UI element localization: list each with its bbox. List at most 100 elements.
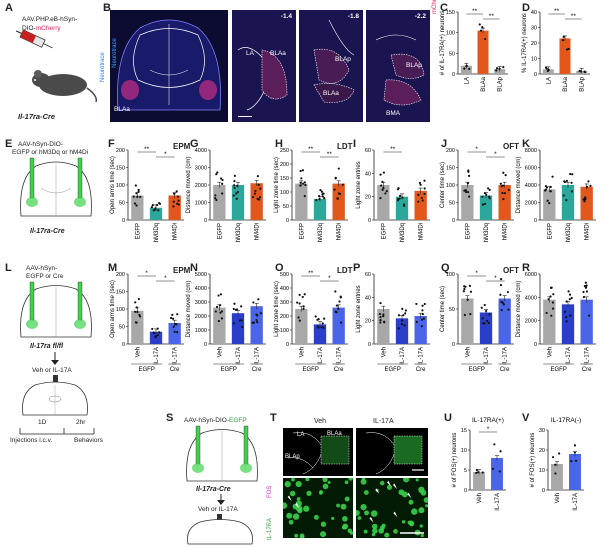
data-point [256, 321, 259, 324]
y-tick-label: 100 [116, 183, 125, 189]
data-point [220, 317, 223, 320]
data-point [463, 313, 466, 317]
data-point [502, 171, 505, 174]
arrowhead-icon [287, 495, 292, 501]
data-point [468, 67, 471, 70]
y-axis-label: % IL-17RA(+) neurons [522, 13, 528, 73]
data-point [322, 326, 325, 329]
region-label: BLAa [327, 431, 342, 437]
data-point [464, 190, 468, 194]
data-point [482, 322, 485, 325]
data-point [478, 23, 481, 26]
data-point [464, 189, 468, 192]
cell-signal [344, 496, 350, 502]
y-axis-label: Open arms time (sec) [110, 280, 116, 338]
data-point [485, 319, 489, 323]
data-point [546, 199, 549, 202]
y-tick-label: 0 [452, 342, 455, 348]
data-point [551, 456, 555, 459]
sig-label: ** [308, 270, 314, 277]
data-point [585, 290, 589, 293]
data-point [172, 325, 175, 328]
sig-label: * [494, 151, 497, 158]
header-ldt-2: LDT [337, 266, 353, 275]
timeline-behaviors: Behaviors [74, 437, 103, 444]
data-point [475, 468, 479, 472]
data-point [382, 171, 386, 174]
y-tick-label: 4000 [525, 183, 537, 189]
data-point [499, 450, 502, 453]
group-label: EGFP [220, 367, 236, 373]
panel-letter-a: A [5, 2, 13, 14]
data-point [300, 177, 303, 180]
region-label: LA [297, 432, 305, 438]
data-point [298, 319, 301, 322]
x-tick-label: IL-17A [419, 347, 425, 365]
cell-signal [305, 478, 310, 482]
data-point [421, 309, 424, 312]
data-point [316, 318, 319, 321]
data-point [587, 180, 590, 183]
cell-signal [292, 513, 300, 520]
data-point [320, 190, 324, 193]
panel-s-mouse-label: Il-17ra-Cre [196, 486, 231, 493]
data-point [150, 206, 153, 209]
data-point [321, 193, 324, 196]
data-point [483, 202, 487, 205]
data-point [589, 184, 592, 188]
y-axis-label: Light zone time (sec) [274, 157, 280, 213]
data-point [258, 196, 262, 199]
panel-t-il17a-overview [356, 428, 428, 476]
y-axis-label: Distance moved (cm) [186, 281, 192, 338]
data-point [215, 305, 219, 309]
arrowhead-icon [392, 483, 397, 489]
y-tick-label: 0 [204, 218, 207, 224]
y-tick-label: 0 [286, 342, 289, 348]
header-epm-1: EPM [173, 142, 191, 151]
cell-signal [379, 525, 385, 531]
data-point [379, 302, 382, 305]
y-axis-label: Distance moved (cm) [516, 157, 522, 214]
data-point [573, 444, 577, 447]
data-point [138, 313, 141, 317]
data-point [543, 189, 547, 192]
data-point [420, 196, 423, 200]
y-tick-label: 150 [280, 176, 289, 182]
x-tick-label: Veh [547, 347, 553, 357]
data-point [404, 312, 407, 315]
panel-s-veh-or-il17a: Veh or IL-17A [198, 506, 238, 513]
group-label: Cre [500, 367, 510, 373]
x-tick-label: hM3Dq [318, 223, 324, 242]
data-point [338, 192, 342, 196]
data-point [549, 295, 552, 298]
section-minus-1-4: -1.4 LA BLAa [232, 10, 296, 122]
y-tick-label: 20 [365, 319, 371, 325]
data-point [151, 203, 154, 207]
y-tick-label: 2000 [195, 314, 207, 320]
cell-signal [299, 534, 305, 538]
data-point [469, 290, 473, 293]
data-point [465, 65, 468, 68]
panel-e-mouse-label: Il-17ra-Cre [30, 228, 65, 235]
data-point [298, 302, 301, 305]
bar [461, 185, 474, 220]
x-tick-label: Veh [381, 347, 387, 357]
data-point [568, 298, 571, 301]
data-point [251, 195, 255, 199]
panel-t-veh-zoom [283, 478, 353, 538]
y-tick-label: 2000 [195, 183, 207, 189]
y-tick-label: 250 [280, 148, 289, 154]
data-point [493, 443, 496, 446]
chart-title: IL-17RA(+) [472, 417, 504, 424]
panel-letter-p: P [353, 262, 361, 274]
data-point [548, 202, 551, 205]
panel-letter-k: K [522, 138, 530, 150]
y-tick-label: 150 [116, 290, 125, 296]
bar [168, 323, 181, 344]
data-point [499, 182, 502, 185]
cell-signal [327, 480, 331, 484]
bar [295, 183, 308, 220]
data-point [297, 316, 300, 319]
y-tick-label: 6000 [525, 166, 537, 172]
panel-s-virus: AAV-hSyn-DIO-EGFP [184, 417, 247, 424]
